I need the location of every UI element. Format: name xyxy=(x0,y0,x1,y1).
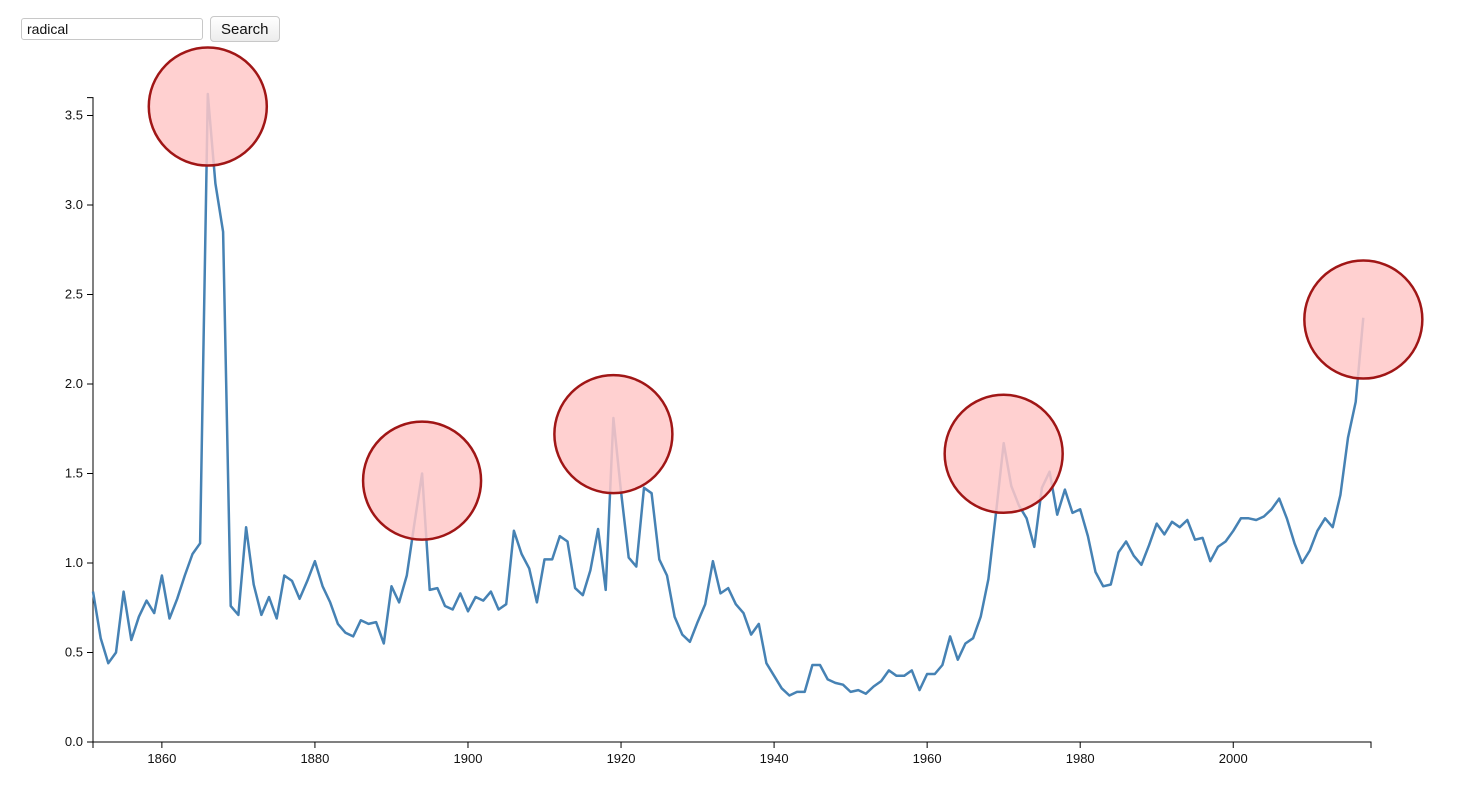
y-tick-label: 3.0 xyxy=(65,197,83,212)
y-tick-label: 3.5 xyxy=(65,108,83,123)
y-axis-line xyxy=(87,97,94,743)
y-tick-label: 1.5 xyxy=(65,466,83,481)
y-tick-label: 0.5 xyxy=(65,645,83,660)
highlight-circle xyxy=(553,373,674,495)
x-tick-label: 1900 xyxy=(454,751,483,766)
search-button[interactable]: Search xyxy=(210,16,280,42)
highlight-circle xyxy=(1303,259,1424,380)
x-tick-label: 2000 xyxy=(1219,751,1248,766)
highlight-circle xyxy=(361,420,483,541)
x-tick-label: 1940 xyxy=(760,751,789,766)
search-bar: Search xyxy=(21,16,280,42)
x-tick-label: 1980 xyxy=(1066,751,1095,766)
series-line xyxy=(91,92,1365,697)
x-tick-label: 1960 xyxy=(913,751,942,766)
highlight-circle xyxy=(943,393,1064,515)
y-tick-label: 0.0 xyxy=(65,734,83,749)
y-tick-label: 1.0 xyxy=(65,555,83,570)
search-input[interactable] xyxy=(21,18,203,40)
x-axis-line xyxy=(92,741,1372,748)
x-tick-label: 1880 xyxy=(300,751,329,766)
highlight-circle xyxy=(147,46,269,167)
y-tick-label: 2.0 xyxy=(65,376,83,391)
y-tick-label: 2.5 xyxy=(65,287,83,302)
x-tick-label: 1920 xyxy=(607,751,636,766)
x-tick-label: 1860 xyxy=(147,751,176,766)
